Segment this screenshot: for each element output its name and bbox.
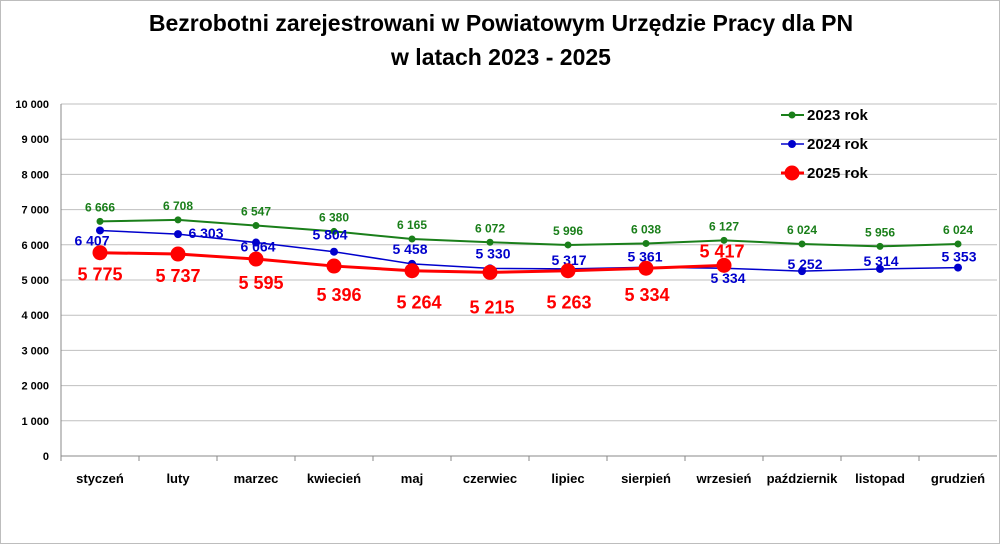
series-2025-rok: 5 775 5 737 5 595 5 396 5 264 5 215 5 263 5 334… <box>77 241 744 317</box>
data-label: 6 547 <box>241 205 271 219</box>
data-label: 6 165 <box>397 218 427 232</box>
data-label: 5 996 <box>553 224 583 238</box>
data-label: 5 737 <box>155 266 200 286</box>
x-tick-label: maj <box>401 471 423 486</box>
y-tick-label: 1 000 <box>21 416 49 428</box>
data-label: 5 804 <box>312 227 347 243</box>
series-line <box>99 218 959 248</box>
y-tick-label: 3 000 <box>21 345 49 357</box>
data-label: 5 330 <box>475 245 510 261</box>
x-tick-label: luty <box>166 471 190 486</box>
series-2023-rok: 6 666 6 708 6 547 6 380 6 165 6 072 5 996 6 038… <box>85 199 973 250</box>
legend-label: 2025 rok <box>807 165 869 182</box>
y-tick-label: 2 000 <box>21 381 49 393</box>
data-label: 5 317 <box>551 252 586 268</box>
data-point <box>252 222 260 230</box>
data-label: 5 595 <box>238 273 283 293</box>
data-label: 5 314 <box>863 253 898 269</box>
data-label: 6 407 <box>74 232 109 248</box>
data-point <box>954 263 962 272</box>
data-point <box>642 239 650 247</box>
legend-label: 2024 rok <box>807 136 869 153</box>
data-point <box>252 238 260 247</box>
data-label: 6 072 <box>475 221 505 235</box>
x-tick-label: wrzesień <box>696 471 752 486</box>
data-point <box>638 260 654 276</box>
x-tick-label: marzec <box>234 471 279 486</box>
data-label: 6 380 <box>319 210 349 224</box>
x-tick-label: czerwiec <box>463 471 517 486</box>
data-label: 5 334 <box>710 270 745 286</box>
x-tick-label: październik <box>767 471 839 486</box>
data-point <box>560 263 576 279</box>
data-point <box>174 216 182 224</box>
data-point <box>482 264 498 280</box>
y-tick-label: 0 <box>43 451 49 463</box>
chart-subtitle: w latach 2023 - 2025 <box>390 44 611 70</box>
data-label: 5 956 <box>865 225 895 239</box>
data-label: 6 038 <box>631 222 661 236</box>
data-label: 6 064 <box>240 239 275 255</box>
data-label: 6 024 <box>787 223 817 237</box>
series-2024-rok: 6 407 6 303 6 064 5 804 5 458 5 330 5 317 5 361… <box>74 225 976 286</box>
data-point <box>326 258 342 274</box>
x-tick-label: styczeń <box>76 471 124 486</box>
data-label: 5 396 <box>316 285 361 305</box>
data-point <box>174 230 182 239</box>
data-point <box>564 241 572 249</box>
chart-title: Bezrobotni zarejestrowani w Powiatowym U… <box>149 10 853 36</box>
data-point <box>720 236 728 244</box>
data-label: 6 024 <box>943 223 973 237</box>
data-point <box>876 264 884 273</box>
y-tick-label: 4 000 <box>21 310 49 322</box>
data-label: 5 361 <box>627 248 662 264</box>
y-tick-label: 9 000 <box>21 134 49 146</box>
x-tick-label: listopad <box>855 471 905 486</box>
legend-marker <box>788 111 796 119</box>
legend-marker <box>788 140 796 148</box>
data-point <box>96 217 104 225</box>
data-point <box>798 267 806 276</box>
data-label: 5 264 <box>396 293 441 313</box>
data-point <box>96 226 104 235</box>
legend-marker <box>784 165 800 181</box>
data-label: 5 334 <box>624 285 669 305</box>
data-point <box>876 242 884 250</box>
data-label: 5 458 <box>392 241 427 257</box>
data-label: 5 353 <box>941 249 976 265</box>
data-point <box>330 227 338 235</box>
y-tick-label: 7 000 <box>21 205 49 217</box>
data-point <box>170 246 186 262</box>
data-label: 5 417 <box>699 241 744 261</box>
data-point <box>486 238 494 246</box>
data-point <box>798 240 806 248</box>
x-tick-label: kwiecień <box>307 471 361 486</box>
y-tick-label: 10 000 <box>15 99 49 111</box>
data-label: 6 708 <box>163 199 193 213</box>
data-label: 5 263 <box>546 293 591 313</box>
series-line <box>99 229 959 272</box>
y-tick-label: 8 000 <box>21 169 49 181</box>
data-point <box>716 257 732 273</box>
data-point <box>408 235 416 243</box>
data-point <box>954 240 962 248</box>
x-tick-label: sierpień <box>621 471 671 486</box>
legend-label: 2023 rok <box>807 107 869 124</box>
data-label: 6 666 <box>85 200 115 214</box>
data-label: 5 775 <box>77 265 122 285</box>
data-label: 5 252 <box>787 256 822 272</box>
y-tick-label: 6 000 <box>21 240 49 252</box>
data-point <box>404 263 420 279</box>
data-point <box>330 247 338 256</box>
data-label: 5 215 <box>469 297 514 317</box>
data-label: 6 303 <box>188 225 223 241</box>
data-point <box>248 251 264 267</box>
data-label: 6 127 <box>709 219 739 233</box>
data-point <box>92 245 108 261</box>
y-tick-label: 5 000 <box>21 275 49 287</box>
x-tick-label: grudzień <box>931 471 985 486</box>
x-tick-label: lipiec <box>551 471 584 486</box>
